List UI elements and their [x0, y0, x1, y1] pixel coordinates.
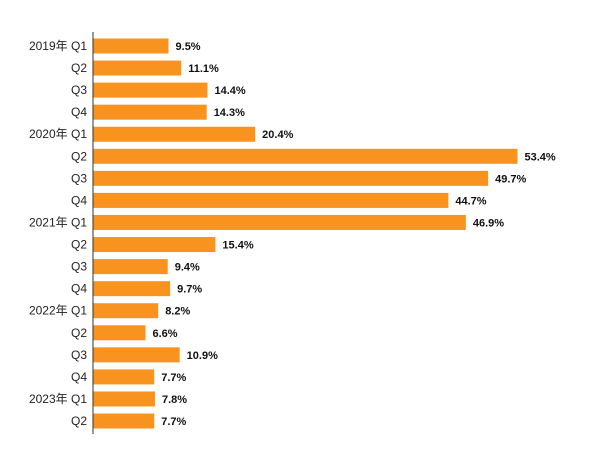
category-label-12: 2022年 Q1: [29, 304, 87, 318]
bar-9: [93, 237, 216, 253]
value-label-12: 8.2%: [165, 306, 190, 318]
value-label-6: 49.7%: [495, 173, 526, 185]
category-label-2: Q3: [71, 83, 87, 97]
bar-8: [93, 214, 466, 230]
value-label-5: 53.4%: [525, 151, 556, 163]
bar-10: [93, 259, 168, 275]
bar-11: [93, 281, 171, 297]
bar-13: [93, 325, 146, 341]
category-label-15: Q4: [71, 370, 87, 384]
category-label-11: Q4: [71, 282, 87, 296]
category-label-16: 2023年 Q1: [29, 392, 87, 406]
bars-group: [93, 38, 518, 429]
value-label-16: 7.8%: [162, 394, 187, 406]
bar-0: [93, 38, 169, 54]
value-label-13: 6.6%: [152, 328, 177, 340]
bar-3: [93, 104, 207, 120]
category-label-0: 2019年 Q1: [29, 39, 87, 53]
value-label-1: 11.1%: [188, 63, 219, 75]
value-label-15: 7.7%: [161, 372, 186, 384]
value-label-4: 20.4%: [262, 129, 293, 141]
category-label-6: Q3: [71, 171, 87, 185]
category-labels-group: 2019年 Q1 Q2 Q3 Q4 2020年 Q1 Q2 Q3 Q4 2021年 Q1 Q2 Q3…: [29, 39, 87, 428]
bar-6: [93, 170, 489, 186]
category-label-17: Q2: [71, 414, 87, 428]
value-label-3: 14.3%: [214, 107, 245, 119]
category-label-4: 2020年 Q1: [29, 127, 87, 141]
value-label-11: 9.7%: [177, 284, 202, 296]
bar-4: [93, 126, 256, 142]
value-label-2: 14.4%: [214, 85, 245, 97]
category-label-14: Q3: [71, 348, 87, 362]
bar-12: [93, 303, 159, 319]
bar-2: [93, 82, 208, 98]
bar-15: [93, 369, 155, 385]
value-label-0: 9.5%: [176, 41, 201, 53]
category-label-13: Q2: [71, 326, 87, 340]
value-label-7: 44.7%: [455, 195, 486, 207]
category-label-8: 2021年 Q1: [29, 215, 87, 229]
value-label-9: 15.4%: [222, 240, 253, 252]
category-label-3: Q4: [71, 105, 87, 119]
value-label-8: 46.9%: [473, 217, 504, 229]
category-label-7: Q4: [71, 193, 87, 207]
bar-14: [93, 347, 180, 363]
value-label-17: 7.7%: [161, 416, 186, 428]
category-label-9: Q2: [71, 238, 87, 252]
bar-1: [93, 60, 182, 76]
value-label-14: 10.9%: [187, 350, 218, 362]
category-label-1: Q2: [71, 61, 87, 75]
bar-5: [93, 148, 518, 164]
category-label-5: Q2: [71, 149, 87, 163]
bar-16: [93, 391, 156, 407]
bar-7: [93, 192, 449, 208]
value-label-10: 9.4%: [175, 262, 200, 274]
bar-17: [93, 413, 155, 429]
category-label-10: Q3: [71, 260, 87, 274]
value-labels-group: 9.5% 11.1% 14.4% 14.3% 20.4% 53.4% 49.7% 44.7% 4…: [152, 41, 555, 428]
